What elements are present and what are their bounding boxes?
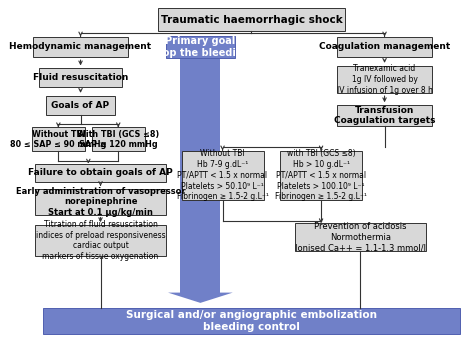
Text: Traumatic haemorrhagic shock: Traumatic haemorrhagic shock [161,14,342,24]
FancyBboxPatch shape [46,96,115,115]
Text: Surgical and/or angiographic embolization
bleeding control: Surgical and/or angiographic embolizatio… [126,310,377,332]
FancyBboxPatch shape [39,68,122,87]
FancyBboxPatch shape [33,37,128,57]
FancyBboxPatch shape [35,164,166,182]
Polygon shape [168,293,233,303]
FancyBboxPatch shape [182,151,264,200]
Text: Primary goal
Stop the bleeding: Primary goal Stop the bleeding [151,36,250,58]
Text: Without TBI
Hb 7-9 g.dL⁻¹
PT/APTT < 1.5 x normal
Platelets > 50.10⁹ L⁻¹
Fibrinog: Without TBI Hb 7-9 g.dL⁻¹ PT/APTT < 1.5 … [177,149,268,202]
FancyBboxPatch shape [295,223,426,251]
Text: Transfusion
Coagulation targets: Transfusion Coagulation targets [334,106,435,125]
FancyBboxPatch shape [91,128,145,151]
FancyBboxPatch shape [337,105,432,126]
Text: Goals of AP: Goals of AP [52,101,109,110]
Text: Early administration of vasopressor
norepinephrine
Start at 0.1 μg/kg/min: Early administration of vasopressor nore… [16,186,185,217]
FancyBboxPatch shape [35,189,166,215]
Text: with TBI (GCS ≤8)
Hb > 10 g.dL⁻¹
PT/APTT < 1.5 x normal
Platelets > 100.10⁹ L⁻¹
: with TBI (GCS ≤8) Hb > 10 g.dL⁻¹ PT/APTT… [275,149,367,202]
FancyBboxPatch shape [337,37,432,57]
Text: Tranexamic acid
1g IV followed by
IV infusion of 1g over 8 h: Tranexamic acid 1g IV followed by IV inf… [337,64,432,95]
Text: Prevention of acidosis
Normothermia
Ionised Ca++ = 1.1-1.3 mmol/l: Prevention of acidosis Normothermia Ioni… [295,222,426,252]
FancyBboxPatch shape [32,128,85,151]
FancyBboxPatch shape [158,8,345,31]
Text: Failure to obtain goals of AP: Failure to obtain goals of AP [28,168,173,177]
FancyBboxPatch shape [337,66,432,93]
FancyBboxPatch shape [43,308,460,334]
Text: Without TBI
80 ≤ SAP ≤ 90 mmHg: Without TBI 80 ≤ SAP ≤ 90 mmHg [10,130,107,149]
Text: Titration of fluid resuscitation
indices of preload responsiveness
cardiac outpu: Titration of fluid resuscitation indices… [36,220,165,261]
FancyBboxPatch shape [280,151,362,200]
FancyBboxPatch shape [166,36,235,58]
Text: With TBI (GCS ≤8)
SAP ≥ 120 mmHg: With TBI (GCS ≤8) SAP ≥ 120 mmHg [77,130,159,149]
Text: Coagulation management: Coagulation management [319,42,450,52]
Text: Fluid resuscitation: Fluid resuscitation [33,73,128,82]
FancyBboxPatch shape [35,225,166,256]
Text: Hemodynamic management: Hemodynamic management [9,42,152,52]
FancyBboxPatch shape [181,58,220,293]
